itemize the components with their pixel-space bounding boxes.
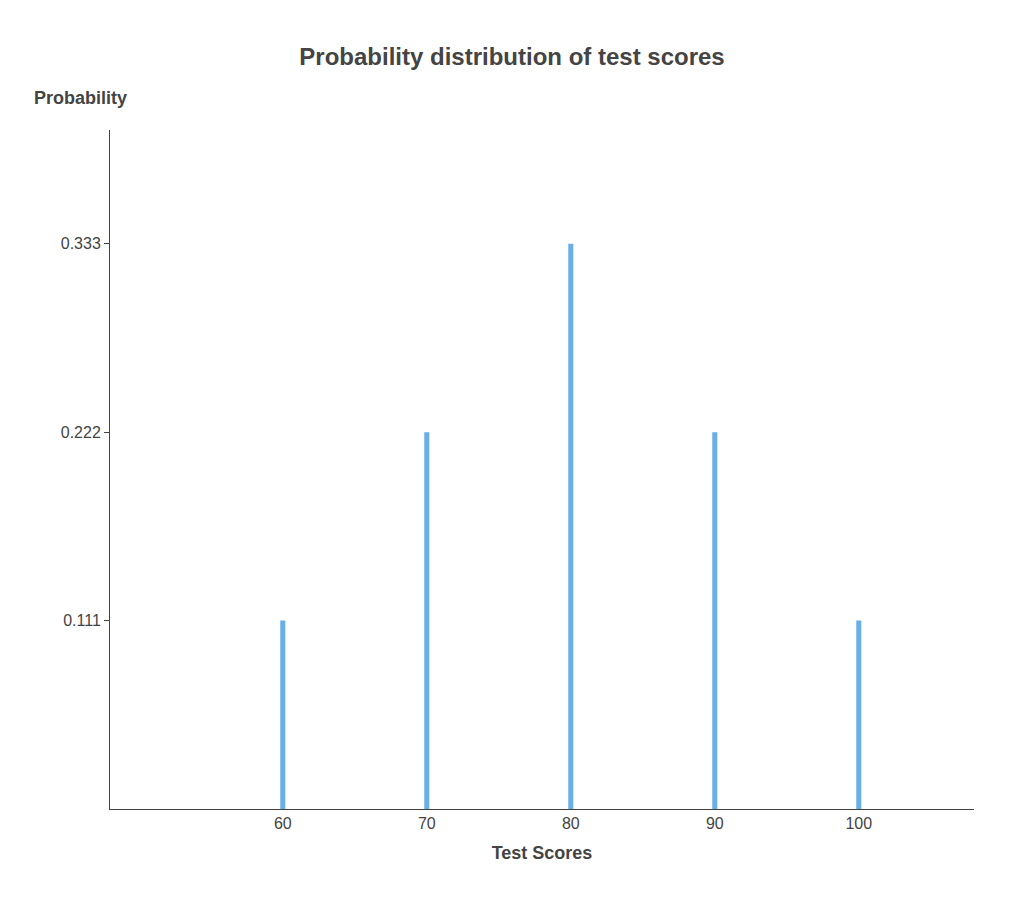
svg-text:0.111: 0.111 [63,612,101,629]
svg-text:Probability distribution of te: Probability distribution of test scores [299,43,724,70]
svg-text:90: 90 [706,815,724,832]
svg-text:0.222: 0.222 [61,424,101,441]
svg-text:60: 60 [274,815,292,832]
svg-text:70: 70 [418,815,436,832]
svg-text:Test Scores: Test Scores [492,843,593,863]
svg-text:Probability: Probability [34,88,127,108]
svg-text:100: 100 [845,815,872,832]
svg-text:80: 80 [562,815,580,832]
svg-text:0.333: 0.333 [61,235,101,252]
